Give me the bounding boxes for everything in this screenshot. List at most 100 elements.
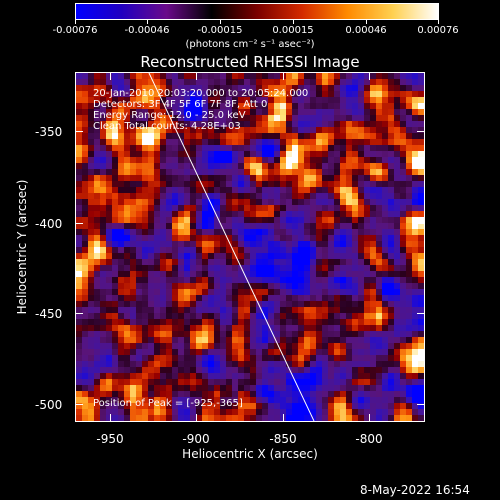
image-pixel xyxy=(82,115,89,122)
image-pixel xyxy=(358,217,365,224)
image-pixel xyxy=(322,109,329,116)
image-pixel xyxy=(352,349,359,356)
image-pixel xyxy=(298,397,305,404)
image-pixel xyxy=(412,271,419,278)
image-pixel xyxy=(316,139,323,146)
image-pixel xyxy=(310,175,317,182)
image-pixel xyxy=(112,241,119,248)
image-pixel xyxy=(370,295,377,302)
image-pixel xyxy=(328,265,335,272)
image-pixel xyxy=(328,139,335,146)
image-pixel xyxy=(310,187,317,194)
image-pixel xyxy=(94,205,101,212)
image-pixel xyxy=(412,367,419,374)
image-pixel xyxy=(334,373,341,380)
image-pixel xyxy=(406,115,413,122)
image-pixel xyxy=(238,145,245,152)
image-pixel xyxy=(172,265,179,272)
image-pixel xyxy=(262,247,269,254)
image-pixel xyxy=(328,199,335,206)
image-pixel xyxy=(208,235,215,242)
image-pixel xyxy=(286,373,293,380)
image-pixel xyxy=(394,127,401,134)
image-pixel xyxy=(124,289,131,296)
image-pixel xyxy=(106,217,113,224)
image-pixel xyxy=(280,85,287,92)
image-pixel xyxy=(388,361,395,368)
image-pixel xyxy=(118,187,125,194)
image-pixel xyxy=(310,91,317,98)
image-pixel xyxy=(184,103,191,110)
image-pixel xyxy=(256,379,263,386)
image-pixel xyxy=(376,241,383,248)
image-pixel xyxy=(100,289,107,296)
image-pixel xyxy=(136,229,143,236)
image-pixel xyxy=(352,229,359,236)
image-pixel xyxy=(88,361,95,368)
image-pixel xyxy=(154,367,161,374)
image-pixel xyxy=(268,151,275,158)
image-pixel xyxy=(202,223,209,230)
image-pixel xyxy=(340,391,347,398)
image-pixel xyxy=(232,307,239,314)
image-pixel xyxy=(304,235,311,242)
image-pixel xyxy=(400,193,407,200)
image-pixel xyxy=(316,373,323,380)
image-pixel xyxy=(340,373,347,380)
image-pixel xyxy=(226,103,233,110)
image-pixel xyxy=(256,343,263,350)
image-pixel xyxy=(154,313,161,320)
image-pixel xyxy=(352,397,359,404)
image-pixel xyxy=(196,85,203,92)
image-pixel xyxy=(148,199,155,206)
image-pixel xyxy=(394,241,401,248)
image-pixel xyxy=(376,79,383,86)
image-pixel xyxy=(244,373,251,380)
image-pixel xyxy=(106,235,113,242)
image-pixel xyxy=(268,331,275,338)
image-pixel xyxy=(82,247,89,254)
image-pixel xyxy=(250,133,257,140)
image-pixel xyxy=(400,121,407,128)
image-pixel xyxy=(244,343,251,350)
image-pixel xyxy=(388,289,395,296)
image-pixel xyxy=(238,301,245,308)
image-pixel xyxy=(178,241,185,248)
image-pixel xyxy=(196,187,203,194)
image-pixel xyxy=(418,361,424,368)
image-pixel xyxy=(334,121,341,128)
image-pixel xyxy=(82,229,89,236)
image-pixel xyxy=(304,181,311,188)
image-pixel xyxy=(304,121,311,128)
image-pixel xyxy=(316,181,323,188)
image-pixel xyxy=(238,355,245,362)
image-pixel xyxy=(298,187,305,194)
image-pixel xyxy=(214,283,221,290)
image-pixel xyxy=(370,385,377,392)
image-pixel xyxy=(382,91,389,98)
image-pixel xyxy=(382,331,389,338)
image-pixel xyxy=(274,187,281,194)
image-pixel xyxy=(370,85,377,92)
image-pixel xyxy=(304,367,311,374)
image-pixel xyxy=(226,289,233,296)
image-pixel xyxy=(364,133,371,140)
image-pixel xyxy=(334,331,341,338)
image-pixel xyxy=(376,415,383,421)
image-pixel xyxy=(232,133,239,140)
image-pixel xyxy=(268,367,275,374)
image-pixel xyxy=(232,85,239,92)
image-pixel xyxy=(262,109,269,116)
image-pixel xyxy=(412,343,419,350)
image-pixel xyxy=(220,193,227,200)
image-pixel xyxy=(262,217,269,224)
image-pixel xyxy=(322,127,329,134)
image-pixel xyxy=(232,283,239,290)
image-pixel xyxy=(298,199,305,206)
image-pixel xyxy=(304,157,311,164)
image-pixel xyxy=(178,193,185,200)
image-pixel xyxy=(136,109,143,116)
image-pixel xyxy=(406,235,413,242)
image-pixel xyxy=(130,265,137,272)
image-pixel xyxy=(106,331,113,338)
